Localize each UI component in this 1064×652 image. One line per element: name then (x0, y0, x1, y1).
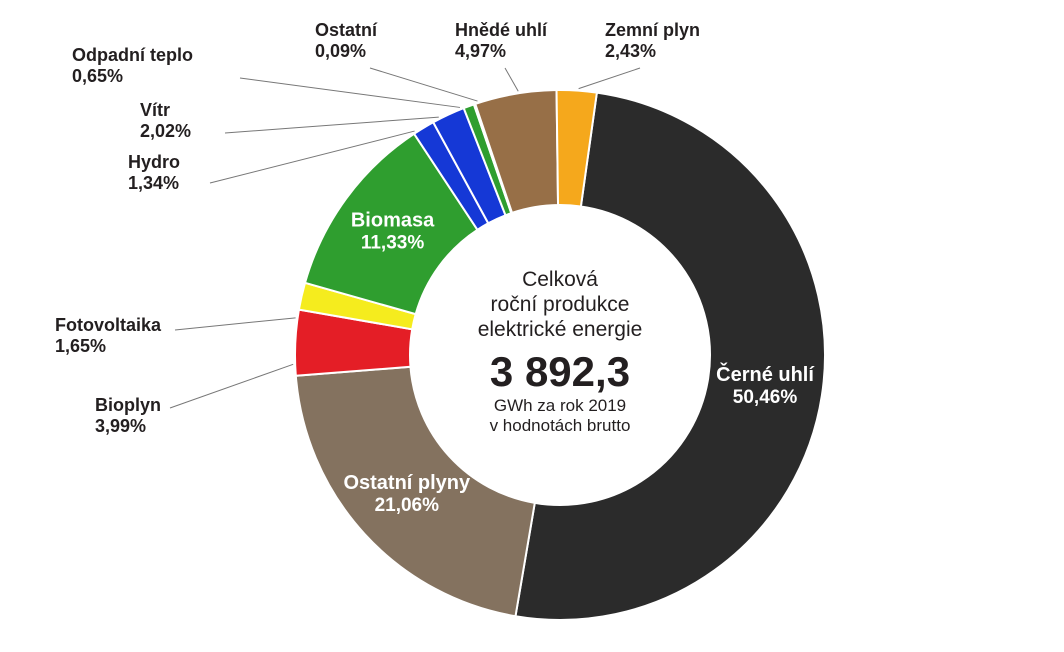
ext-label-name: Ostatní (315, 20, 377, 41)
leader-line (370, 68, 477, 101)
donut-chart: Černé uhlí50,46% Ostatní plyny21,06% Bioma… (0, 0, 1064, 652)
ext-label-name: Zemní plyn (605, 20, 700, 41)
ext-label-pct: 1,65% (55, 336, 161, 357)
ext-label-odpadní-teplo: Odpadní teplo0,65% (72, 45, 193, 86)
ext-label-vítr: Vítr2,02% (140, 100, 191, 141)
ext-label-name: Hnědé uhlí (455, 20, 547, 41)
ext-label-name: Fotovoltaika (55, 315, 161, 336)
ext-label-name: Vítr (140, 100, 191, 121)
slice-label-pct: 11,33% (361, 232, 424, 253)
ext-label-hydro: Hydro1,34% (128, 152, 180, 193)
ext-label-pct: 2,02% (140, 121, 191, 142)
ext-label-fotovoltaika: Fotovoltaika1,65% (55, 315, 161, 356)
leader-line (579, 68, 640, 89)
slice-label-name: Černé uhlí (716, 362, 815, 386)
leader-line (505, 68, 518, 91)
ext-label-name: Hydro (128, 152, 180, 173)
leader-line (175, 318, 296, 330)
ext-label-ostatní: Ostatní0,09% (315, 20, 377, 61)
ext-label-hnědé-uhlí: Hnědé uhlí4,97% (455, 20, 547, 61)
ext-label-pct: 0,09% (315, 41, 377, 62)
ext-label-pct: 0,65% (72, 66, 193, 87)
ext-label-pct: 3,99% (95, 416, 161, 437)
leader-line (240, 78, 460, 107)
leader-line (170, 364, 293, 408)
ext-label-pct: 1,34% (128, 173, 180, 194)
ext-label-bioplyn: Bioplyn3,99% (95, 395, 161, 436)
slice-label-pct: 21,06% (375, 495, 440, 516)
ext-label-pct: 2,43% (605, 41, 700, 62)
ext-label-name: Bioplyn (95, 395, 161, 416)
slice-label-name: Biomasa (351, 209, 435, 231)
leader-line (225, 117, 439, 133)
slice-label-name: Ostatní plyny (343, 472, 471, 494)
ext-label-zemní-plyn: Zemní plyn2,43% (605, 20, 700, 61)
ext-label-pct: 4,97% (455, 41, 547, 62)
slice-label-pct: 50,46% (733, 387, 798, 408)
ext-label-name: Odpadní teplo (72, 45, 193, 66)
